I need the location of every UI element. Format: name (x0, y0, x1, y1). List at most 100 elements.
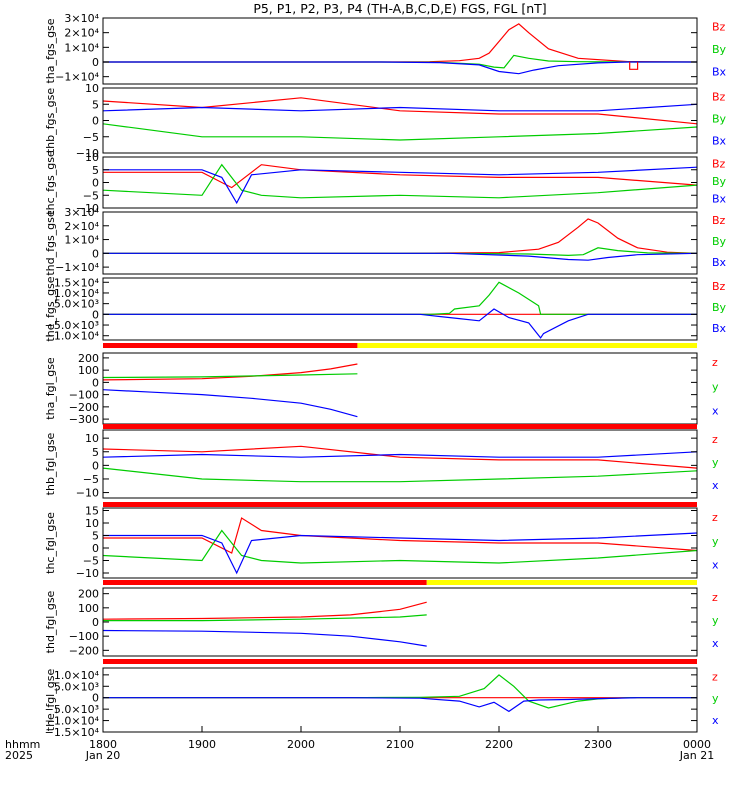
y-axis-label: tha_fgl_gse (44, 357, 57, 420)
x-tick-label: 0000 (683, 738, 711, 751)
y-tick-label: −300 (69, 413, 99, 426)
panel-frame (102, 17, 698, 85)
legend-entry: y (712, 614, 719, 627)
y-tick-label: −5 (83, 131, 99, 144)
y-tick-label: −100 (69, 630, 99, 643)
y-tick-label: 5 (92, 530, 99, 543)
status-bar-segment (426, 580, 697, 585)
series-line-y (103, 614, 427, 622)
panel-frame (102, 507, 698, 579)
panel-frame (102, 429, 698, 499)
y-tick-label: 200 (78, 588, 99, 601)
y-tick-label: 3×10⁴ (64, 206, 99, 219)
y-tick-label: 0 (92, 247, 99, 260)
y-tick-label: 10 (85, 517, 99, 530)
panel-1: 10 5 0 −5 −10 thb_fgs_gse Bz By Bx (44, 82, 727, 160)
y-tick-label: −200 (69, 401, 99, 414)
series-line-By (103, 163, 697, 199)
series-line-z (103, 363, 358, 381)
y-tick-label: −5.0×10³ (45, 703, 99, 716)
y-tick-label: 5 (92, 164, 99, 177)
legend-entry: By (712, 235, 727, 248)
series-line-By (103, 247, 697, 257)
y-axis-label: thb_fgl_gse (44, 432, 57, 495)
legend-entry: By (712, 175, 727, 188)
y-tick-label: 0 (92, 616, 99, 629)
y-tick-label: 3×10⁴ (64, 12, 99, 25)
series-line-Bz (103, 23, 697, 63)
status-bar-segment (103, 580, 427, 585)
legend-entry: By (712, 113, 727, 126)
x-tick-label: 2200 (485, 738, 513, 751)
y-tick-label: −1×10⁴ (55, 261, 99, 274)
y-tick-label: 5.0×10³ (54, 298, 99, 311)
y-tick-label: 10 (85, 432, 99, 445)
series-line-Bz (103, 97, 697, 125)
series-line-Bx (103, 61, 697, 75)
series-line-Bx (103, 252, 697, 261)
series-line-Bz (103, 218, 697, 254)
x-row-label: hhmm (5, 738, 40, 751)
series-line-x (103, 697, 697, 713)
y-tick-label: −100 (69, 389, 99, 402)
legend-entry: x (712, 637, 719, 650)
x-tick-label: 2300 (584, 738, 612, 751)
y-axis-label: thd_fgs_gse (44, 210, 57, 276)
y-tick-label: 5.0×10³ (54, 680, 99, 693)
status-bar-segment (103, 502, 697, 507)
y-tick-label: −1.5×10⁴ (45, 726, 100, 739)
x-axis: 1800 1900 2000 2100 2200 2300 0000 Jan 20 Jan 21 (85, 726, 714, 762)
panel-frame (102, 277, 698, 341)
y-tick-label: 0 (92, 177, 99, 190)
panel-frame (102, 352, 698, 425)
y-axis-label: the_fgl_gse (44, 669, 57, 732)
legend-entry: Bz (712, 214, 726, 227)
legend-entry: z (712, 670, 718, 683)
y-tick-label: 100 (78, 602, 99, 615)
y-axis-label: thd_fgl_gse (44, 590, 57, 653)
y-tick-label: 5 (92, 98, 99, 111)
series-line-Bz (103, 164, 697, 189)
series-line-z (103, 445, 697, 469)
status-bar-segment (103, 659, 697, 664)
legend-entry: Bz (712, 21, 726, 34)
series-line-By (103, 281, 697, 315)
y-tick-label: 100 (78, 364, 99, 377)
x-tick-label: 1900 (188, 738, 216, 751)
y-tick-label: 1×10⁴ (64, 234, 99, 247)
y-tick-label: −5 (83, 473, 99, 486)
y-tick-label: −10 (76, 567, 99, 580)
legend-entry: z (712, 591, 718, 604)
chart-title: P5, P1, P2, P3, P4 (TH-A,B,C,D,E) FGS, F… (253, 1, 546, 16)
legend-entry: z (712, 356, 718, 369)
y-tick-label: 0 (92, 115, 99, 128)
series-line-x (103, 629, 427, 647)
y-tick-label: 0 (92, 542, 99, 555)
panel-frame (102, 211, 698, 275)
status-bar-segment (103, 424, 697, 429)
legend-entry: By (712, 43, 727, 56)
status-bar-segment (103, 343, 358, 348)
legend-entry: Bz (712, 90, 726, 103)
series-line-Bx (103, 308, 697, 339)
y-tick-label: 1×10⁴ (64, 41, 99, 54)
y-tick-label: 0 (92, 376, 99, 389)
status-bar-segment (357, 343, 697, 348)
series-line-z (103, 601, 427, 620)
y-tick-label: −1×10⁴ (55, 71, 99, 84)
y-tick-label: 0 (92, 692, 99, 705)
y-axis-label: thc_fgs_gse (44, 150, 57, 215)
legend-entry: Bx (712, 322, 727, 335)
series-line-x (103, 451, 697, 458)
annotation-step (629, 62, 639, 70)
legend-entry: Bx (712, 65, 727, 78)
x-date-label: Jan 20 (85, 749, 120, 762)
legend-entry: x (712, 479, 719, 492)
y-tick-label: −10 (76, 147, 99, 160)
